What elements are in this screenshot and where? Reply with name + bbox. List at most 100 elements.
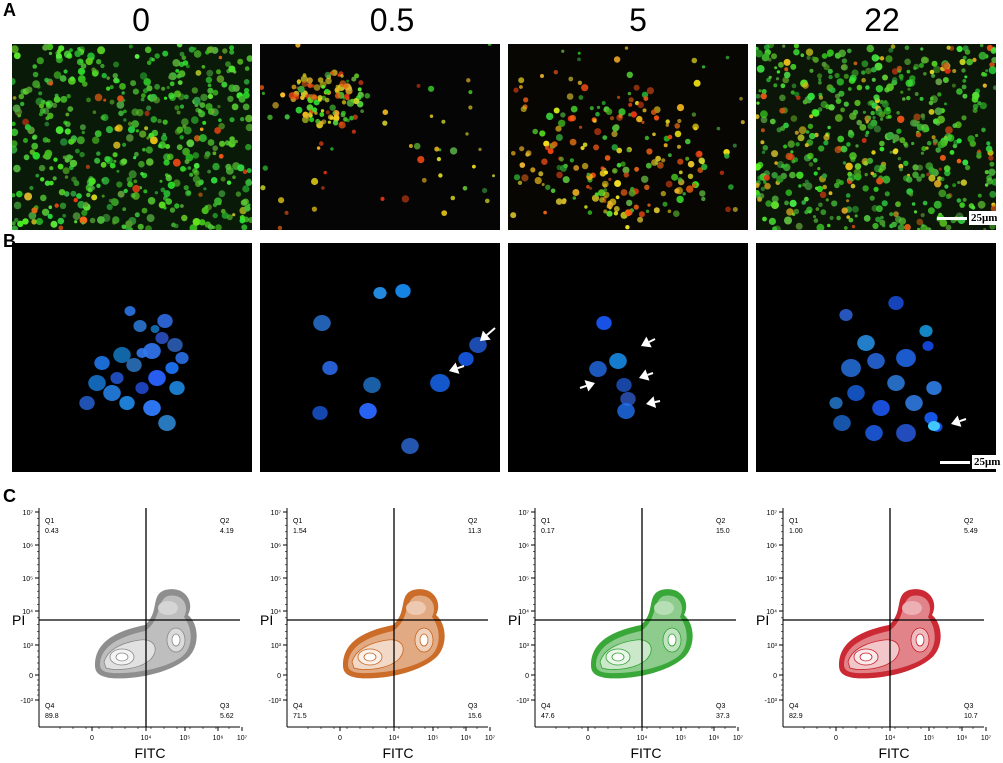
quadrant-percentage: 4.19 (220, 528, 234, 535)
x-tick-label: 10⁵ (180, 735, 191, 742)
quadrant-name: Q1 (293, 518, 302, 525)
y-tick-label: 10³ (23, 643, 34, 650)
quadrant-percentage: 1.00 (789, 528, 803, 535)
x-tick-label: 10⁵ (676, 735, 687, 742)
y-tick-label: 0 (29, 673, 33, 680)
x-axis-label: FITC (134, 745, 165, 761)
y-tick-label: -10³ (21, 698, 34, 705)
x-tick-label: 0 (90, 735, 94, 742)
panel-label-a: A (3, 0, 16, 20)
quadrant-percentage: 10.7 (964, 713, 978, 720)
scale-bar-a: 25μm (937, 211, 1000, 225)
y-tick-label: 10⁵ (518, 576, 529, 583)
x-tick-label: 0 (834, 735, 838, 742)
concentration-label-0: 0 (132, 2, 150, 38)
y-tick-label: 10³ (271, 643, 282, 650)
quadrant-percentage: 5.62 (220, 713, 234, 720)
y-tick-label: 10⁶ (518, 543, 529, 550)
density-contours (591, 589, 693, 679)
live-dead-stain-image-1 (260, 44, 500, 230)
y-tick-label: 10⁴ (270, 609, 281, 616)
x-tick-label: 10⁷ (733, 735, 744, 742)
quadrant-percentage: 15.6 (468, 713, 482, 720)
hoechst-stain-image-0 (12, 243, 252, 472)
quadrant-percentage: 89.8 (45, 713, 59, 720)
quadrant-percentage: 11.3 (468, 528, 481, 535)
quadrant-name: Q1 (541, 518, 550, 525)
y-tick-label: -10³ (269, 698, 282, 705)
concentration-label-2: 5 (629, 2, 647, 38)
live-dead-stain-image-2 (508, 44, 748, 230)
quadrant-name: Q2 (716, 518, 725, 525)
y-tick-label: 10⁵ (766, 576, 777, 583)
quadrant-percentage: 0.43 (45, 528, 59, 535)
y-tick-label: 10⁵ (22, 576, 33, 583)
x-tick-label: 10⁴ (885, 735, 896, 742)
concentration-label-3: 22 (864, 2, 900, 38)
y-tick-label: 10³ (767, 643, 778, 650)
live-dead-stain-image-3 (756, 44, 996, 230)
quadrant-percentage: 47.6 (541, 713, 555, 720)
x-tick-label: 10⁷ (237, 735, 248, 742)
quadrant-percentage: 1.54 (293, 528, 307, 535)
quadrant-name: Q3 (468, 703, 477, 710)
quadrant-name: Q4 (789, 703, 798, 710)
x-axis-label: FITC (382, 745, 413, 761)
y-tick-label: 10⁷ (519, 510, 530, 517)
hoechst-stain-image-3 (756, 243, 996, 472)
quadrant-name: Q2 (468, 518, 477, 525)
panel-label-c: C (3, 486, 16, 506)
scale-bar-b: 25μm (940, 455, 1003, 469)
x-tick-label: 0 (586, 735, 590, 742)
quadrant-name: Q4 (541, 703, 550, 710)
x-tick-label: 10⁶ (709, 735, 720, 742)
x-tick-label: 10⁵ (924, 735, 935, 742)
flow-cytometry-plot-3: 10⁷ 10⁶ 10⁵ 10⁴ 10³ 0 -10³ 0 10⁴ 10⁵ 10⁶ 10⁷ PI FITC Q… (744, 490, 994, 763)
y-tick-label: 10⁶ (270, 543, 281, 550)
x-axis-label: FITC (878, 745, 909, 761)
y-tick-label: 0 (277, 673, 281, 680)
quadrant-name: Q2 (220, 518, 229, 525)
y-axis-label: PI (260, 612, 273, 628)
quadrant-name: Q1 (789, 518, 798, 525)
flow-cytometry-plot-2: 10⁷ 10⁶ 10⁵ 10⁴ 10³ 0 -10³ 0 10⁴ 10⁵ 10⁶ 10⁷ PI FITC Q… (496, 490, 746, 763)
y-tick-label: 0 (525, 673, 529, 680)
y-tick-label: 10⁶ (766, 543, 777, 550)
quadrant-percentage: 82.9 (789, 713, 803, 720)
quadrant-name: Q3 (220, 703, 229, 710)
quadrant-percentage: 37.3 (716, 713, 730, 720)
quadrant-percentage: 0.17 (541, 528, 555, 535)
y-tick-label: -10³ (517, 698, 530, 705)
quadrant-percentage: 5.49 (964, 528, 978, 535)
hoechst-stain-image-2 (508, 243, 748, 472)
quadrant-name: Q3 (964, 703, 973, 710)
quadrant-name: Q4 (293, 703, 302, 710)
x-tick-label: 10⁶ (957, 735, 968, 742)
x-tick-label: 10⁴ (141, 735, 152, 742)
quadrant-name: Q4 (45, 703, 54, 710)
y-tick-label: 10⁶ (22, 543, 33, 550)
x-tick-label: 10⁵ (428, 735, 439, 742)
quadrant-name: Q3 (716, 703, 725, 710)
y-tick-label: 10⁴ (518, 609, 529, 616)
y-tick-label: 10³ (519, 643, 530, 650)
flow-cytometry-plot-0: 10⁷ 10⁶ 10⁵ 10⁴ 10³ 0 -10³ 0 10⁴ 10⁵ 10⁶ 10⁷ PI FITC Q… (0, 490, 250, 763)
concentration-label-1: 0.5 (369, 2, 415, 38)
y-tick-label: 10⁷ (23, 510, 34, 517)
x-tick-label: 10⁷ (485, 735, 496, 742)
quadrant-name: Q2 (964, 518, 973, 525)
live-dead-stain-image-0 (12, 44, 252, 230)
y-tick-label: 10⁷ (767, 510, 778, 517)
y-axis-label: PI (756, 612, 769, 628)
x-tick-label: 10⁶ (213, 735, 224, 742)
x-tick-label: 10⁶ (461, 735, 472, 742)
hoechst-stain-image-1 (260, 243, 500, 472)
x-tick-label: 10⁴ (389, 735, 400, 742)
x-tick-label: 10⁷ (981, 735, 992, 742)
y-axis-label: PI (12, 612, 25, 628)
y-tick-label: 10⁵ (270, 576, 281, 583)
y-tick-label: 10⁴ (766, 609, 777, 616)
scale-bar-label: 25μm (972, 455, 1003, 469)
quadrant-name: Q1 (45, 518, 54, 525)
scale-bar-label: 25μm (969, 211, 1000, 225)
